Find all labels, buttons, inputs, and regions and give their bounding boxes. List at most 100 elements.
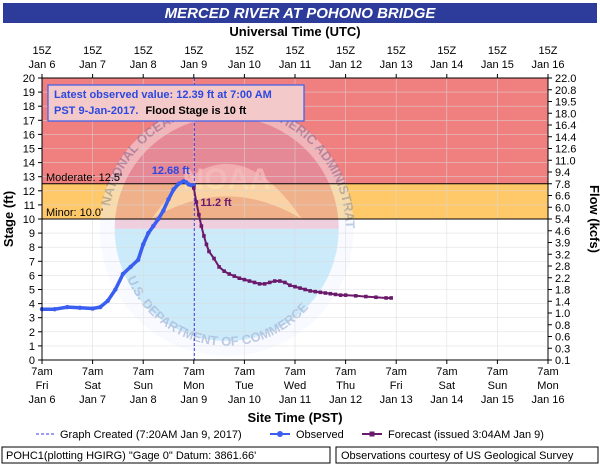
forecast-point [202,234,206,238]
top-tick-time: 15Z [539,45,558,57]
x-tick-date: Jan 13 [380,394,413,406]
y2-tick-label: 7.8 [555,179,570,191]
forecast-point [199,224,204,228]
grid-lines [42,78,548,360]
x-tick-time: 7am [132,366,153,378]
y2-tick-label: 11.0 [555,155,576,167]
legend-observed: Observed [296,429,344,441]
watermark-sea [114,228,339,341]
x-tick-time: 7am [436,366,457,378]
x-tick-time: 7am [487,366,508,378]
y2-tick-label: 12.6 [555,144,576,156]
forecast-point [252,280,257,285]
y-tick-label: 11 [24,200,35,212]
top-tick-time: 15Z [336,45,355,57]
threshold-lines: Moderate: 12.5' Minor: 10.0' [42,172,548,220]
y-tick-label: 13 [23,172,35,184]
top-tick-date: Jan 14 [430,59,463,71]
x-tick-time: 7am [234,366,255,378]
x-tick-time: 7am [82,366,103,378]
x-tick-date: Jan 12 [329,394,362,406]
latest-observation-box: Latest observed value: 12.39 ft at 7:00 … [47,84,305,122]
x-tick-weekday: Wed [284,380,306,392]
forecast-point [374,295,378,300]
observed-point [161,208,166,213]
forecast-point [353,294,358,298]
observed-point [120,271,126,277]
x-axis-bottom: 7am Fri Jan 6 7am Sat Jan 7 7am Sun Jan 8 7am Mon J… [29,360,565,406]
y2-tick-label: 2.8 [555,261,570,273]
y-tick-label: 8 [29,242,35,254]
y-tick-label: 5 [29,285,35,297]
observed-point [113,287,118,292]
forecast-point [283,280,287,285]
top-tick-time: 15Z [33,45,52,57]
observed-point [52,307,57,312]
y-tick-label: 2 [29,327,35,339]
observed-peak-label: 12.68 ft [152,165,190,177]
forecast-point [257,282,262,286]
forecast-point [323,291,328,295]
y-tick-label: 14 [23,158,35,170]
legend-forecast: Forecast (issued 3:04AM Jan 9) [388,429,544,441]
y-tick-label: 12 [23,186,35,198]
top-tick-date: Jan 6 [29,59,56,71]
y2-tick-label: 0.8 [555,320,570,332]
observed-point [65,304,70,310]
x-tick-time: 7am [31,366,52,378]
forecast-point [242,277,247,282]
y-tick-label: 18 [23,101,35,113]
y2-tick-label: 6.6 [555,191,570,203]
y-tick-label: 19 [23,87,35,99]
top-tick-date: Jan 15 [481,59,514,71]
y2-tick-label: 4.6 [555,226,570,238]
forecast-point [237,276,242,281]
y-tick-label: 17 [23,115,35,127]
observed-point [146,230,151,236]
forecast-point [194,200,199,204]
chart-title: MERCED RIVER AT POHONO BRIDGE [165,5,437,22]
observed-point [128,264,133,270]
x-tick-date: Jan 16 [531,394,564,406]
top-tick-date: Jan 11 [279,59,311,71]
x-tick-date: Jan 14 [430,394,463,406]
top-tick-time: 15Z [387,45,406,57]
top-tick-date: Jan 9 [180,59,207,71]
y-tick-label: 3 [29,313,35,325]
observed-point [135,257,141,263]
forecast-point [247,279,252,283]
y-tick-label: 20 [23,73,35,85]
info-line-2: PST 9-Jan-2017. [54,105,138,117]
x-tick-time: 7am [183,366,204,378]
x-tick-date: Jan 10 [228,394,261,406]
y2-tick-label: 5.4 [555,214,570,226]
x-tick-weekday: Sun [133,380,153,392]
top-tick-time: 15Z [235,45,254,57]
x-tick-time: 7am [335,366,356,378]
x-tick-weekday: Sun [488,380,508,392]
forecast-point [217,265,221,269]
x-tick-date: Jan 6 [29,394,56,406]
x-tick-weekday: Thu [336,380,355,392]
x-tick-weekday: Fri [390,380,403,392]
forecast-point [343,293,348,297]
y2-axis-label: Flow (kcfs) [587,185,600,253]
forecast-point [212,256,216,261]
y2-tick-label: 14.4 [555,132,576,144]
legend-observed-marker [277,431,283,437]
watermark-ring [99,101,354,356]
forecast-point [232,274,237,278]
y2-tick-label: 9.4 [555,167,570,179]
series-lines: 12.68 ft 11.2 ft [39,165,393,312]
forecast-point [207,249,211,254]
footer-credit: Observations courtesy of US Geological S… [341,450,574,462]
observed-point [105,298,110,303]
x-tick-date: Jan 15 [481,394,514,406]
top-tick-date: Jan 10 [228,59,261,71]
forecast-point [303,287,307,292]
y-tick-label: 1 [29,341,35,353]
forecast-point [389,296,393,300]
forecast-point [267,280,272,285]
